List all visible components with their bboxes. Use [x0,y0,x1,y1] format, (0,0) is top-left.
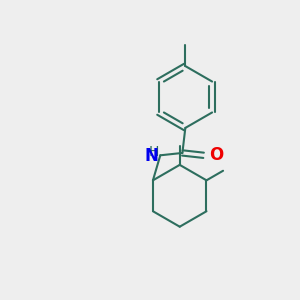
Text: O: O [209,146,223,164]
Text: H: H [148,145,159,159]
Text: N: N [145,147,159,165]
